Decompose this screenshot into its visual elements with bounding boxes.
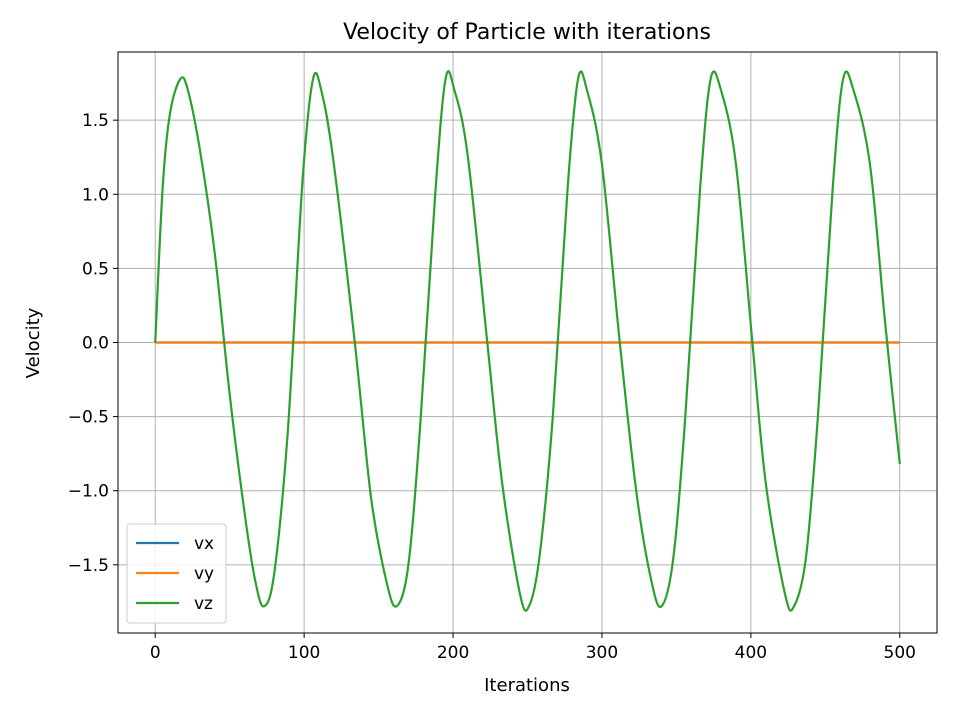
x-tick-label: 200	[437, 643, 469, 663]
x-tick-label: 100	[288, 643, 320, 663]
x-tick-label: 300	[586, 643, 618, 663]
legend: vx vy vz	[126, 523, 227, 624]
series-lines	[154, 70, 901, 612]
x-tick-label: 0	[150, 643, 161, 663]
y-tick-label: 1.5	[82, 111, 109, 131]
legend-label-vz: vz	[194, 594, 213, 614]
y-tick-label: 0.0	[82, 334, 109, 354]
x-axis-ticks: 0 100 200 300 400 500	[150, 633, 916, 663]
y-tick-label: −1.0	[68, 482, 109, 502]
legend-label-vx: vx	[194, 534, 214, 554]
x-axis-label: Iterations	[484, 675, 570, 696]
y-tick-label: 1.0	[82, 185, 109, 205]
legend-label-vy: vy	[194, 564, 214, 584]
x-tick-label: 500	[884, 643, 916, 663]
y-tick-label: −1.5	[68, 556, 109, 576]
series-line-vz	[154, 70, 901, 612]
y-axis-label: Velocity	[23, 307, 44, 378]
y-tick-label: −0.5	[68, 408, 109, 428]
chart-title: Velocity of Particle with iterations	[343, 20, 711, 45]
y-tick-label: 0.5	[82, 259, 109, 279]
y-axis-ticks: −1.5 −1.0 −0.5 0.0 0.5 1.0 1.5	[68, 111, 118, 576]
x-tick-label: 400	[735, 643, 767, 663]
